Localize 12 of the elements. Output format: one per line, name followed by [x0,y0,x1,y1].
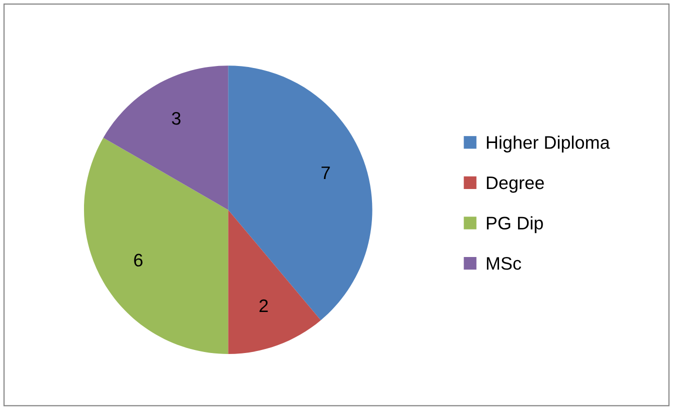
legend-label: Higher Diploma [486,136,610,152]
data-label: 6 [134,254,142,267]
data-label: 7 [322,166,330,179]
legend-label: MSc [486,257,522,270]
data-label: 2 [260,299,268,312]
pie-slice [103,66,228,210]
pie-slice [84,138,228,354]
legend-label: PG Dip [486,216,543,234]
pie-slice [228,66,372,320]
pie-slice [228,210,321,354]
data-label: 3 [172,112,180,125]
legend-label: Degree [486,176,544,193]
